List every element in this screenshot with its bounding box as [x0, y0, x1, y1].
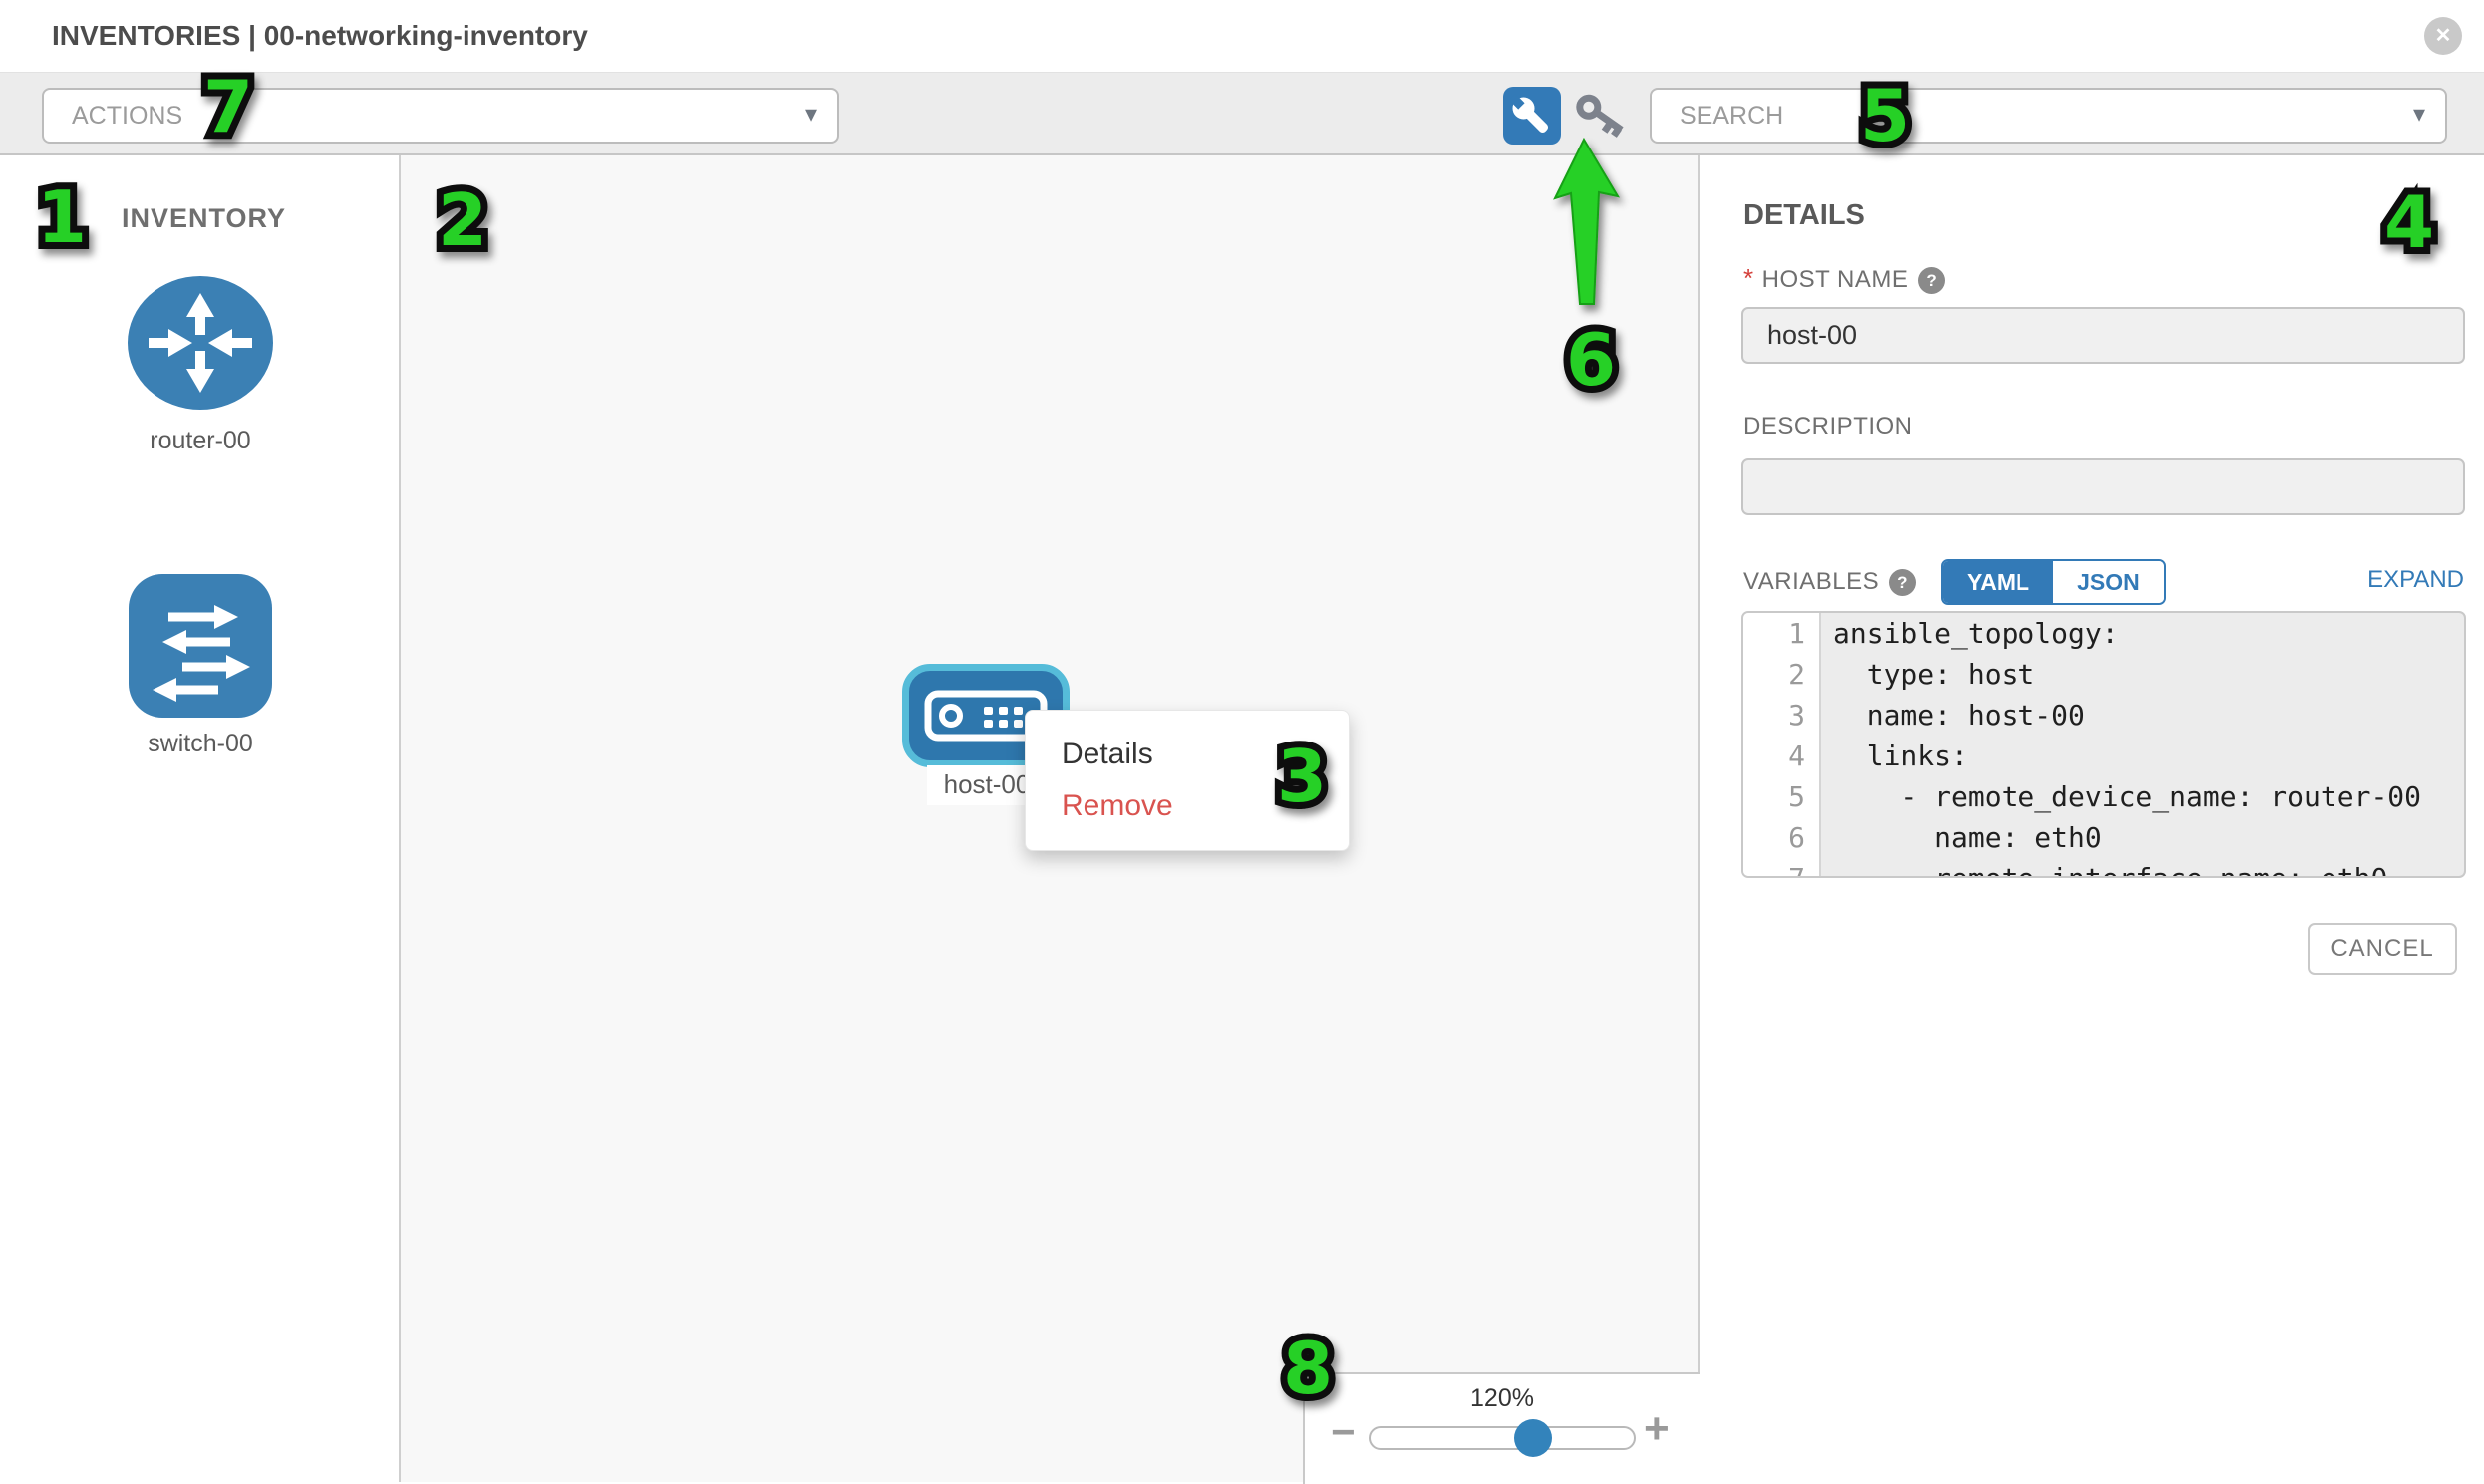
details-panel-title: DETAILS [1743, 199, 1865, 231]
variables-label: VARIABLES [1743, 568, 1880, 595]
zoom-level-value: 120% [1470, 1384, 1534, 1412]
page-title: INVENTORIES | 00-networking-inventory [52, 20, 588, 51]
search-dropdown-label: SEARCH [1680, 102, 1784, 130]
router-icon [128, 276, 273, 410]
topology-canvas[interactable]: host-00 Details Remove 120% − + [401, 155, 1700, 1484]
expand-link[interactable]: EXPAND [2367, 566, 2464, 593]
editor-line: 6 name: eth0 [1743, 817, 2464, 858]
line-code: links: [1833, 740, 1968, 772]
editor-line: 4 links: [1743, 736, 2464, 776]
line-code: ansible_topology: [1833, 617, 2119, 650]
zoom-in-button[interactable]: + [1644, 1404, 1670, 1453]
line-number: 7 [1743, 858, 1821, 876]
line-code: remote_interface_name: eth0 [1821, 858, 2464, 876]
toolbar-key-button[interactable] [1573, 89, 1633, 145]
toolbar-wrench-button[interactable] [1503, 87, 1561, 145]
editor-line: 5 - remote_device_name: router-00 [1743, 776, 2464, 817]
actions-dropdown-label: ACTIONS [72, 102, 183, 130]
search-dropdown[interactable]: SEARCH ▾ [1650, 88, 2447, 144]
line-number: 1 [1743, 613, 1821, 654]
toggle-yaml-button[interactable]: YAML [1943, 561, 2054, 603]
line-code: name: eth0 [1833, 821, 2102, 854]
palette-item-switch[interactable] [127, 572, 274, 720]
line-number: 4 [1743, 736, 1821, 776]
key-icon [1576, 94, 1624, 138]
window-header: INVENTORIES | 00-networking-inventory ✕ [0, 0, 2484, 72]
switch-icon [129, 574, 272, 718]
host-name-label-row: * HOST NAME? [1743, 263, 1946, 295]
toggle-json-button[interactable]: JSON [2053, 561, 2164, 603]
required-asterisk: * [1743, 263, 1754, 293]
variables-format-toggle: YAML JSON [1941, 559, 2166, 605]
editor-line: 7 remote_interface_name: eth0 [1743, 858, 2464, 876]
host-name-input[interactable] [1741, 307, 2465, 364]
editor-line: 3 name: host-00 [1743, 695, 2464, 736]
context-menu-item-details[interactable]: Details [1062, 738, 1153, 770]
help-glyph: ? [1926, 271, 1938, 291]
help-icon[interactable]: ? [1918, 267, 1946, 295]
description-label: DESCRIPTION [1743, 413, 1913, 440]
help-icon[interactable]: ? [1889, 569, 1917, 597]
help-glyph: ? [1897, 573, 1909, 593]
editor-line: 2 type: host [1743, 654, 2464, 695]
line-code: - remote_device_name: router-00 [1833, 780, 2422, 813]
line-number: 2 [1743, 654, 1821, 695]
editor-line: 1 ansible_topology: [1743, 613, 2464, 654]
variables-label-row: VARIABLES? [1743, 568, 1917, 597]
close-glyph: ✕ [2434, 25, 2452, 47]
toolbar: ACTIONS ▾ SEARCH ▾ [0, 72, 2484, 155]
close-icon[interactable]: ✕ [2424, 17, 2462, 55]
palette-item-switch-label: switch-00 [148, 730, 253, 757]
node-context-menu: Details Remove [1025, 710, 1350, 851]
palette-item-router[interactable] [127, 269, 274, 417]
sidebar-title: INVENTORY [122, 203, 287, 233]
palette-item-router-label: router-00 [150, 427, 251, 454]
host-name-label: HOST NAME [1761, 266, 1909, 293]
line-code: name: host-00 [1833, 699, 2085, 732]
cancel-button[interactable]: CANCEL [2308, 923, 2457, 975]
variables-code-editor[interactable]: 1 ansible_topology: 2 type: host 3 name: … [1741, 611, 2466, 878]
zoom-out-button[interactable]: − [1331, 1408, 1356, 1455]
details-panel: DETAILS * HOST NAME? DESCRIPTION VARIABLE… [1702, 155, 2484, 1482]
line-number: 5 [1743, 776, 1821, 817]
chevron-down-icon: ▾ [804, 101, 817, 128]
line-number: 6 [1743, 817, 1821, 858]
line-number: 3 [1743, 695, 1821, 736]
description-input[interactable] [1741, 458, 2465, 515]
context-menu-item-remove[interactable]: Remove [1062, 789, 1173, 822]
inventory-sidebar: INVENTORY router-00 [0, 155, 401, 1482]
line-code: type: host [1833, 658, 2035, 691]
wrench-icon [1509, 94, 1549, 134]
zoom-control: 120% − + [1303, 1372, 1700, 1484]
zoom-slider-track[interactable] [1369, 1419, 1636, 1457]
chevron-down-icon: ▾ [2412, 101, 2425, 128]
actions-dropdown[interactable]: ACTIONS ▾ [42, 88, 839, 144]
zoom-slider-thumb[interactable] [1514, 1419, 1552, 1457]
